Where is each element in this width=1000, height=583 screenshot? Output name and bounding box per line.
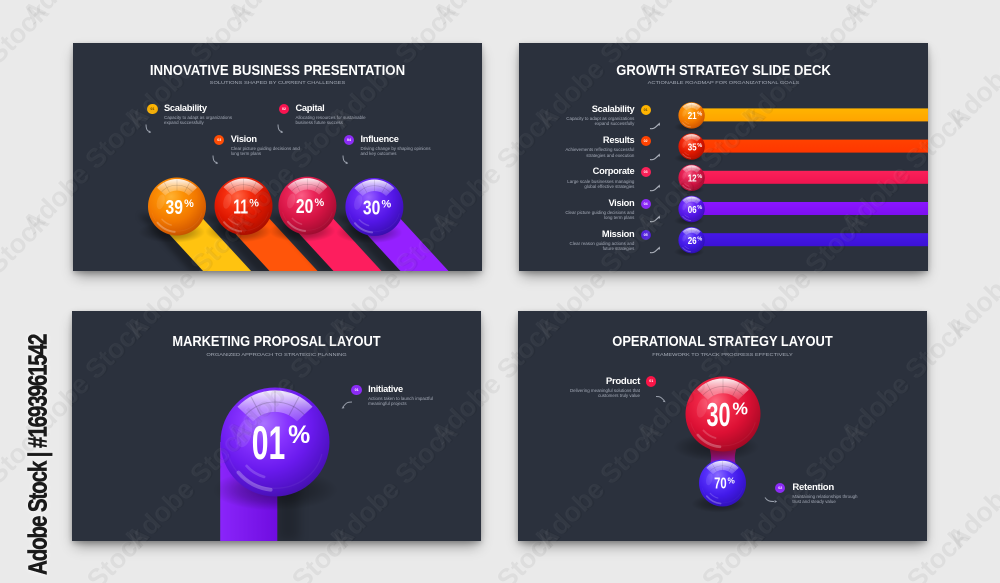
svg-text:%: % bbox=[697, 205, 702, 211]
svg-text:39: 39 bbox=[166, 196, 183, 219]
svg-text:26: 26 bbox=[688, 235, 697, 247]
svg-text:35: 35 bbox=[688, 141, 697, 153]
svg-text:%: % bbox=[697, 143, 702, 149]
svg-text:%: % bbox=[184, 198, 194, 210]
svg-text:20: 20 bbox=[296, 195, 313, 218]
svg-text:%: % bbox=[315, 197, 325, 209]
svg-text:30: 30 bbox=[363, 196, 380, 219]
svg-text:%: % bbox=[697, 236, 702, 242]
svg-text:%: % bbox=[732, 399, 748, 419]
svg-text:21: 21 bbox=[688, 110, 697, 122]
svg-text:%: % bbox=[249, 197, 259, 209]
svg-text:06: 06 bbox=[688, 204, 697, 216]
svg-text:01: 01 bbox=[252, 416, 286, 469]
svg-text:%: % bbox=[697, 112, 702, 118]
svg-text:12: 12 bbox=[688, 173, 697, 185]
svg-text:%: % bbox=[288, 421, 310, 449]
svg-text:30: 30 bbox=[707, 396, 731, 433]
svg-text:%: % bbox=[728, 476, 736, 485]
svg-text:70: 70 bbox=[714, 476, 727, 493]
svg-text:%: % bbox=[382, 198, 392, 210]
svg-text:11: 11 bbox=[233, 195, 248, 218]
svg-text:%: % bbox=[697, 174, 702, 180]
